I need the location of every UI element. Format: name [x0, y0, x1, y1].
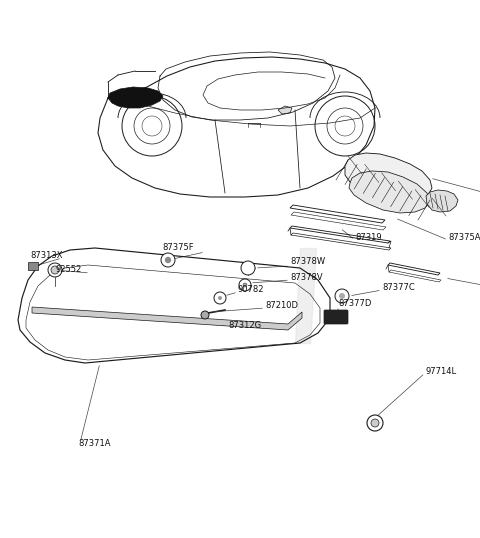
Circle shape — [371, 419, 379, 427]
Text: 87377D: 87377D — [338, 300, 372, 308]
Text: 92552: 92552 — [55, 265, 81, 274]
Circle shape — [161, 253, 175, 267]
Circle shape — [51, 266, 59, 274]
Circle shape — [367, 415, 383, 431]
Text: 87375F: 87375F — [162, 244, 193, 252]
Text: 87312G: 87312G — [228, 321, 261, 329]
Text: 97714L: 97714L — [425, 366, 456, 376]
Polygon shape — [345, 153, 432, 202]
FancyBboxPatch shape — [28, 262, 38, 270]
Polygon shape — [108, 87, 163, 108]
Circle shape — [241, 261, 255, 275]
Circle shape — [165, 257, 171, 263]
Circle shape — [335, 289, 349, 303]
Circle shape — [48, 263, 62, 277]
Polygon shape — [426, 190, 458, 212]
FancyBboxPatch shape — [324, 310, 348, 324]
Circle shape — [339, 293, 345, 299]
Circle shape — [214, 292, 226, 304]
Circle shape — [243, 283, 247, 287]
Circle shape — [201, 311, 209, 319]
Text: 87378V: 87378V — [290, 273, 323, 282]
Text: 90782: 90782 — [238, 286, 264, 294]
Text: 87371A: 87371A — [78, 438, 110, 448]
Text: 87210D: 87210D — [265, 301, 298, 310]
Polygon shape — [278, 106, 292, 114]
Polygon shape — [349, 171, 430, 213]
Text: 87377C: 87377C — [382, 284, 415, 293]
Text: 87319: 87319 — [355, 233, 382, 243]
Text: 87313X: 87313X — [30, 251, 62, 260]
Text: 87378W: 87378W — [290, 258, 325, 266]
Circle shape — [218, 296, 222, 300]
Polygon shape — [32, 307, 302, 330]
Text: 87375A: 87375A — [448, 233, 480, 243]
Circle shape — [239, 279, 251, 291]
